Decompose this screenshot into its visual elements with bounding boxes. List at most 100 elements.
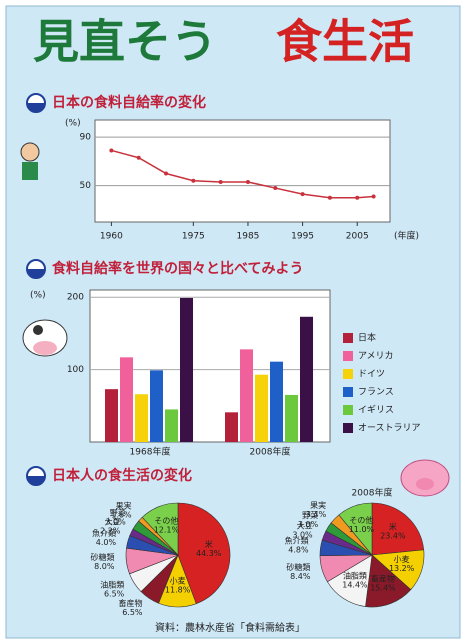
legend-swatch — [343, 405, 353, 415]
slice-value-label: 4.0% — [96, 538, 117, 547]
slice-value-label: 13.2% — [389, 564, 415, 573]
bowl-icon — [26, 259, 46, 279]
y-axis-label: (%) — [65, 119, 81, 129]
slice-name: 油脂類 — [100, 579, 124, 589]
bar — [165, 409, 178, 442]
x-tick-label: 1975 — [182, 232, 205, 242]
y-axis-label: (%) — [30, 291, 46, 301]
y-tick-label: 200 — [67, 293, 84, 303]
bowl-icon — [26, 93, 46, 113]
chart-title: 日本人の食生活の変化 — [52, 467, 192, 484]
title-left: 見直そう — [33, 15, 217, 69]
slice-value-label: 6.5% — [122, 608, 143, 617]
slice-name: 砂糖類 — [286, 562, 310, 572]
slice-name: その他 — [154, 516, 178, 526]
slice-value-label: 11.0% — [349, 525, 375, 534]
legend-label: 日本 — [358, 332, 376, 344]
x-tick-label: 2008年度 — [250, 446, 291, 458]
legend-swatch — [343, 423, 353, 433]
data-point — [327, 195, 332, 200]
data-point — [164, 171, 169, 176]
legend-label: フランス — [358, 387, 394, 398]
cow-illustration — [22, 319, 68, 357]
slice-value-label: 11.8% — [165, 586, 191, 595]
legend-swatch — [343, 387, 353, 397]
slice-name: 畜産物 — [371, 574, 395, 584]
bar — [285, 394, 298, 442]
bar — [105, 389, 118, 442]
pie-year: 2008年度 — [352, 487, 393, 499]
slice-value-label: 2.2% — [100, 527, 121, 536]
slice-value-label: 44.3% — [196, 549, 222, 558]
slice-name: 砂糖類 — [90, 552, 114, 562]
legend-swatch — [343, 333, 353, 343]
slice-name: 野菜 — [302, 510, 318, 520]
bar — [300, 316, 313, 442]
slice-value-label: 12.1% — [154, 526, 180, 535]
legend-label: ドイツ — [358, 370, 385, 380]
legend-label: オーストラリア — [358, 423, 421, 434]
slice-value-label: 15.4% — [370, 584, 396, 593]
slice-value-label: 8.4% — [290, 572, 311, 581]
pie-slice — [371, 502, 425, 556]
bar — [120, 357, 133, 442]
bar — [225, 412, 238, 442]
slice-name: 米 — [205, 539, 213, 549]
x-tick-label: 1995 — [291, 232, 314, 242]
x-tick-label: 1968年度 — [130, 446, 171, 458]
data-point — [109, 148, 114, 153]
y-tick-label: 100 — [67, 365, 84, 375]
data-point — [300, 192, 305, 197]
slice-name: 油脂類 — [343, 571, 367, 581]
slice-value-label: 14.4% — [342, 581, 368, 590]
slice-name: 大豆 — [297, 521, 313, 531]
x-tick-label: 2005 — [346, 232, 369, 242]
slice-name: 魚介類 — [92, 528, 116, 538]
slice-name: 畜産物 — [119, 598, 143, 608]
x-tick-label: 1960 — [100, 232, 123, 242]
slice-name: 魚介類 — [285, 536, 309, 546]
bowl-icon — [26, 466, 46, 486]
legend-swatch — [343, 351, 353, 361]
chart-title: 日本の食料自給率の変化 — [52, 94, 206, 111]
slice-value-label: 3.0% — [298, 520, 319, 529]
pig-illustration — [400, 459, 450, 497]
title-right: 食生活 — [276, 15, 414, 69]
data-point — [273, 186, 278, 191]
legend-label: アメリカ — [358, 351, 394, 362]
legend-swatch — [343, 369, 353, 379]
slice-value-label: 4.8% — [288, 546, 309, 555]
slice-name: 小麦 — [394, 554, 410, 564]
slice-value-label: 6.5% — [104, 589, 125, 598]
data-point — [245, 179, 250, 184]
bar — [180, 297, 193, 442]
legend-label: イギリス — [358, 405, 394, 416]
slice-name: 果実 — [116, 500, 132, 510]
slice-value-label: 23.4% — [380, 531, 406, 540]
x-axis-label: (年度) — [394, 230, 419, 242]
slice-name: 米 — [389, 521, 397, 531]
person-illustration — [20, 142, 40, 180]
bar — [255, 374, 268, 442]
slice-value-label: 3.0% — [105, 518, 126, 527]
data-point — [355, 195, 360, 200]
bar — [240, 349, 253, 442]
pie-slice — [365, 554, 412, 608]
slice-name: 果実 — [310, 500, 326, 510]
bar — [150, 370, 163, 442]
data-point — [191, 178, 196, 183]
pie-slice — [338, 502, 373, 556]
data-point — [218, 179, 223, 184]
pie-slice — [141, 502, 179, 556]
slice-name: 野菜 — [110, 508, 126, 518]
bar — [135, 394, 148, 442]
slice-name: 大豆 — [104, 517, 120, 527]
slice-value-label: 3.0% — [292, 531, 313, 540]
source-note: 資料：農林水産省「食料需給表」 — [155, 621, 305, 634]
slice-name: 小麦 — [170, 576, 186, 586]
chart-title: 食料自給率を世界の国々と比べてみよう — [52, 260, 303, 277]
data-point — [371, 194, 376, 199]
plot-area — [94, 119, 391, 223]
y-tick-label: 90 — [80, 133, 92, 143]
